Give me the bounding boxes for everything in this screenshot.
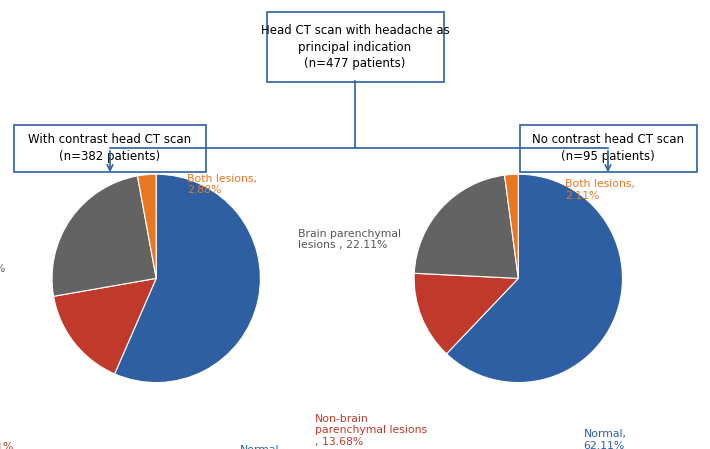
Text: Both lesions,
2.88%: Both lesions, 2.88% (187, 174, 258, 195)
Text: Brain parenchymal
lesions , 22.11%: Brain parenchymal lesions , 22.11% (298, 229, 401, 250)
FancyBboxPatch shape (266, 12, 444, 82)
Text: Brain
parenchymal
lesions , 24.87%: Brain parenchymal lesions , 24.87% (0, 241, 5, 274)
Text: Normal,
62.11%: Normal, 62.11% (584, 429, 626, 449)
Wedge shape (52, 176, 156, 296)
Text: With contrast head CT scan
(n=382 patients): With contrast head CT scan (n=382 patien… (28, 133, 192, 163)
Wedge shape (447, 174, 623, 383)
Wedge shape (114, 174, 261, 383)
Wedge shape (414, 273, 518, 354)
Text: Non-brain
parenchymal
lesions , 15.71%: Non-brain parenchymal lesions , 15.71% (0, 419, 13, 449)
Text: Head CT scan with headache as
principal indication
(n=477 patients): Head CT scan with headache as principal … (261, 23, 449, 70)
Wedge shape (138, 174, 156, 278)
Wedge shape (53, 278, 156, 374)
Text: No contrast head CT scan
(n=95 patients): No contrast head CT scan (n=95 patients) (532, 133, 684, 163)
Wedge shape (414, 175, 518, 278)
FancyBboxPatch shape (520, 124, 697, 172)
Wedge shape (505, 174, 518, 278)
Text: Non-brain
parenchymal lesions
, 13.68%: Non-brain parenchymal lesions , 13.68% (315, 414, 427, 447)
Text: Both lesions,
2.11%: Both lesions, 2.11% (565, 179, 635, 201)
FancyBboxPatch shape (14, 124, 206, 172)
Text: Normal,
56.54%: Normal, 56.54% (239, 445, 283, 449)
